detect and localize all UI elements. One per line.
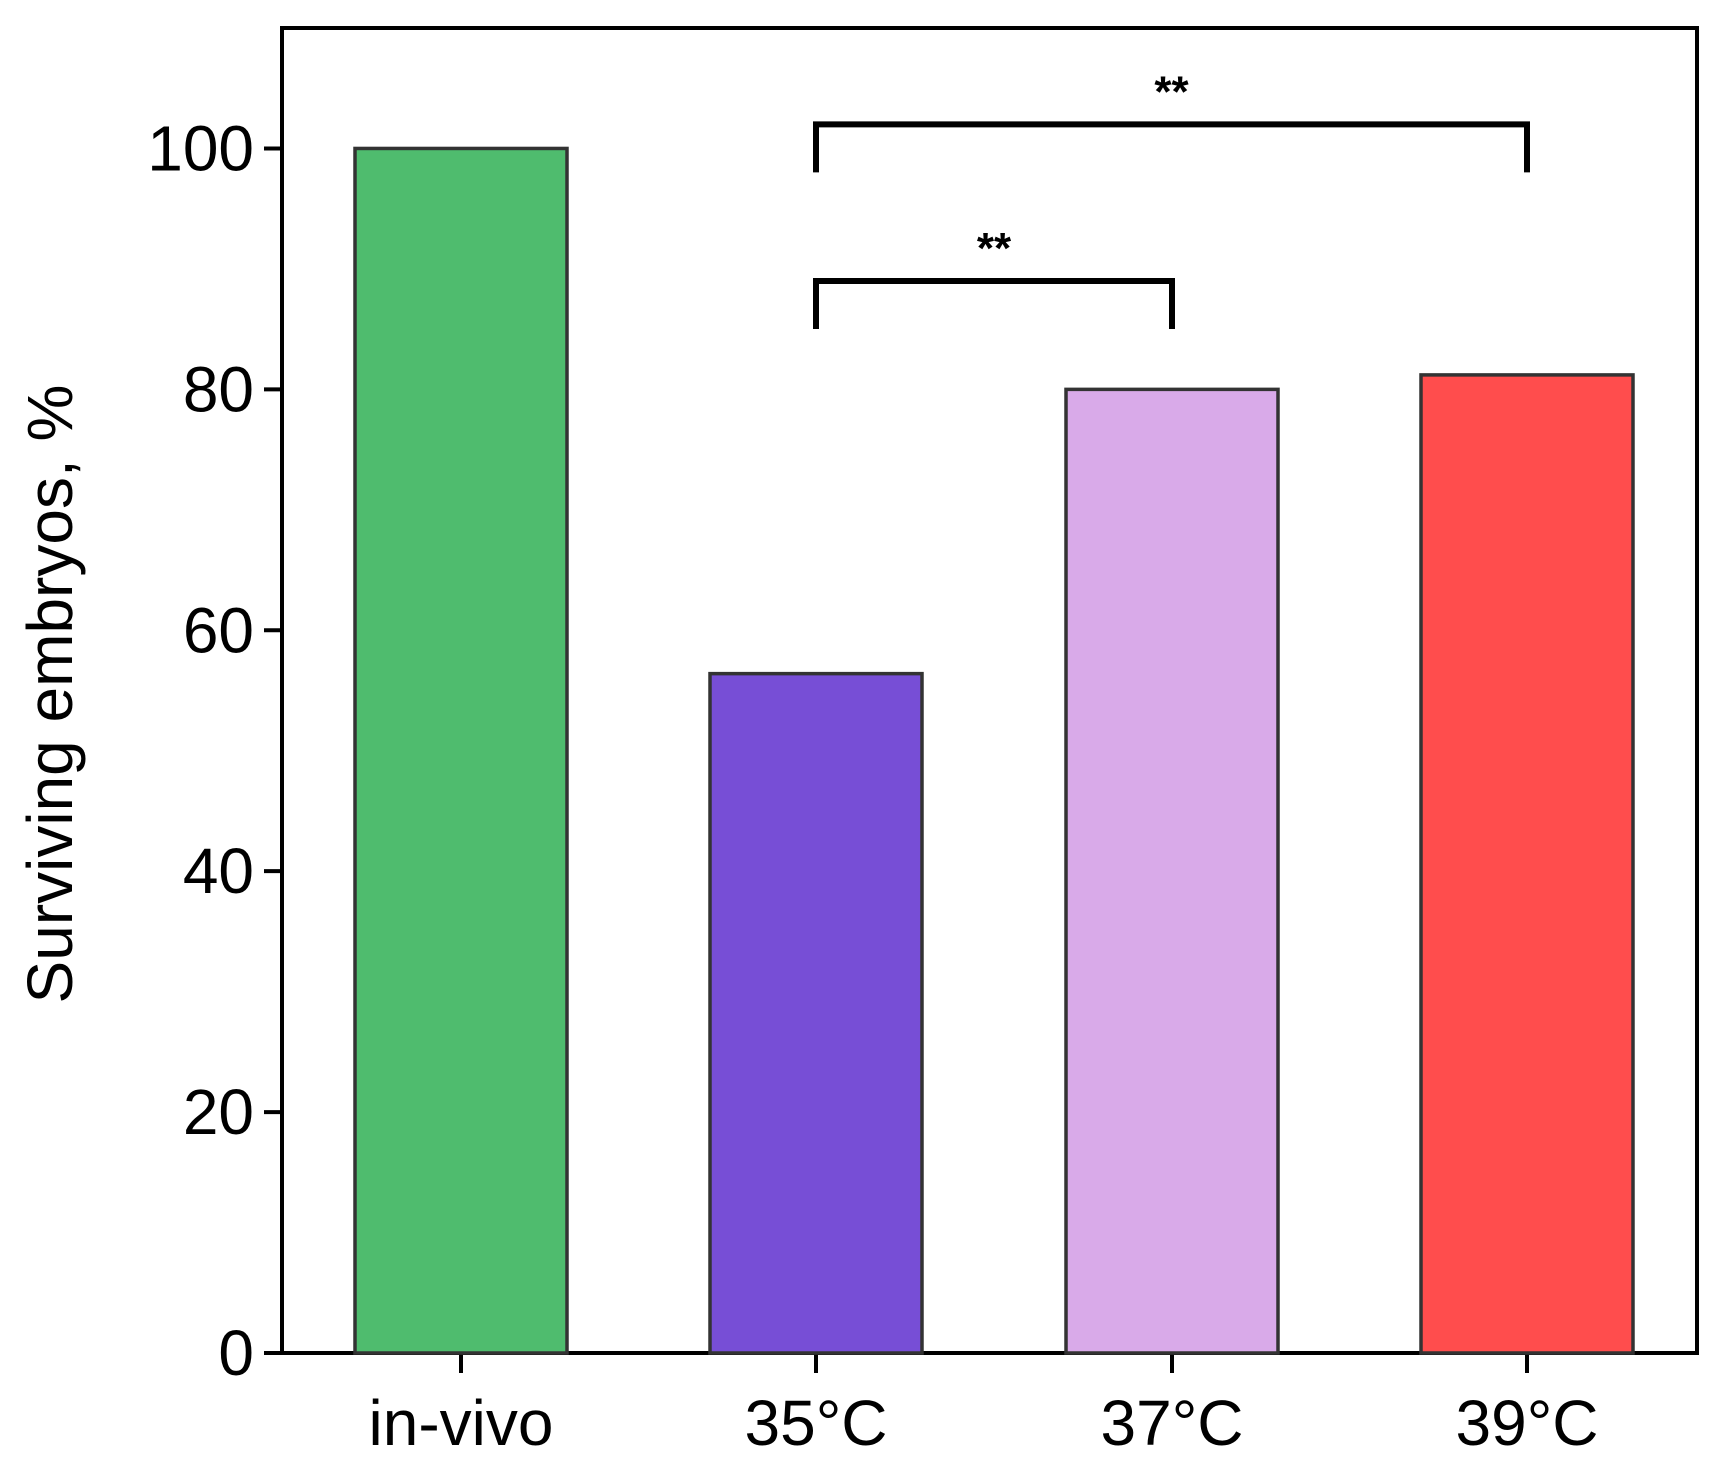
plot-frame xyxy=(280,26,1699,1355)
y-tick-label: 80 xyxy=(183,353,254,425)
y-axis: 0 20 40 60 80 100 xyxy=(147,112,282,1389)
significance-brackets: ** ** xyxy=(813,67,1530,329)
y-axis-title: Surviving embryos, % xyxy=(14,385,86,1004)
x-tick-label: in-vivo xyxy=(369,1387,554,1459)
bar xyxy=(1064,387,1280,1355)
x-tick-label: 39°C xyxy=(1456,1387,1599,1459)
y-tick-label: 20 xyxy=(183,1076,254,1148)
y-tick-label: 0 xyxy=(218,1317,254,1389)
significance-bracket xyxy=(813,121,1530,173)
bar xyxy=(708,671,924,1355)
x-tick-label: 35°C xyxy=(745,1387,888,1459)
x-axis: in-vivo 35°C 37°C 39°C xyxy=(369,1353,1599,1459)
significance-label: ** xyxy=(977,224,1012,273)
y-tick-label: 100 xyxy=(147,112,254,184)
bar xyxy=(1419,373,1635,1355)
significance-bracket xyxy=(813,277,1175,329)
y-tick-label: 40 xyxy=(183,835,254,907)
x-tick-label: 37°C xyxy=(1101,1387,1244,1459)
bar xyxy=(353,146,569,1355)
significance-label: ** xyxy=(1154,67,1189,116)
bars xyxy=(353,146,1635,1355)
y-tick-label: 60 xyxy=(183,594,254,666)
